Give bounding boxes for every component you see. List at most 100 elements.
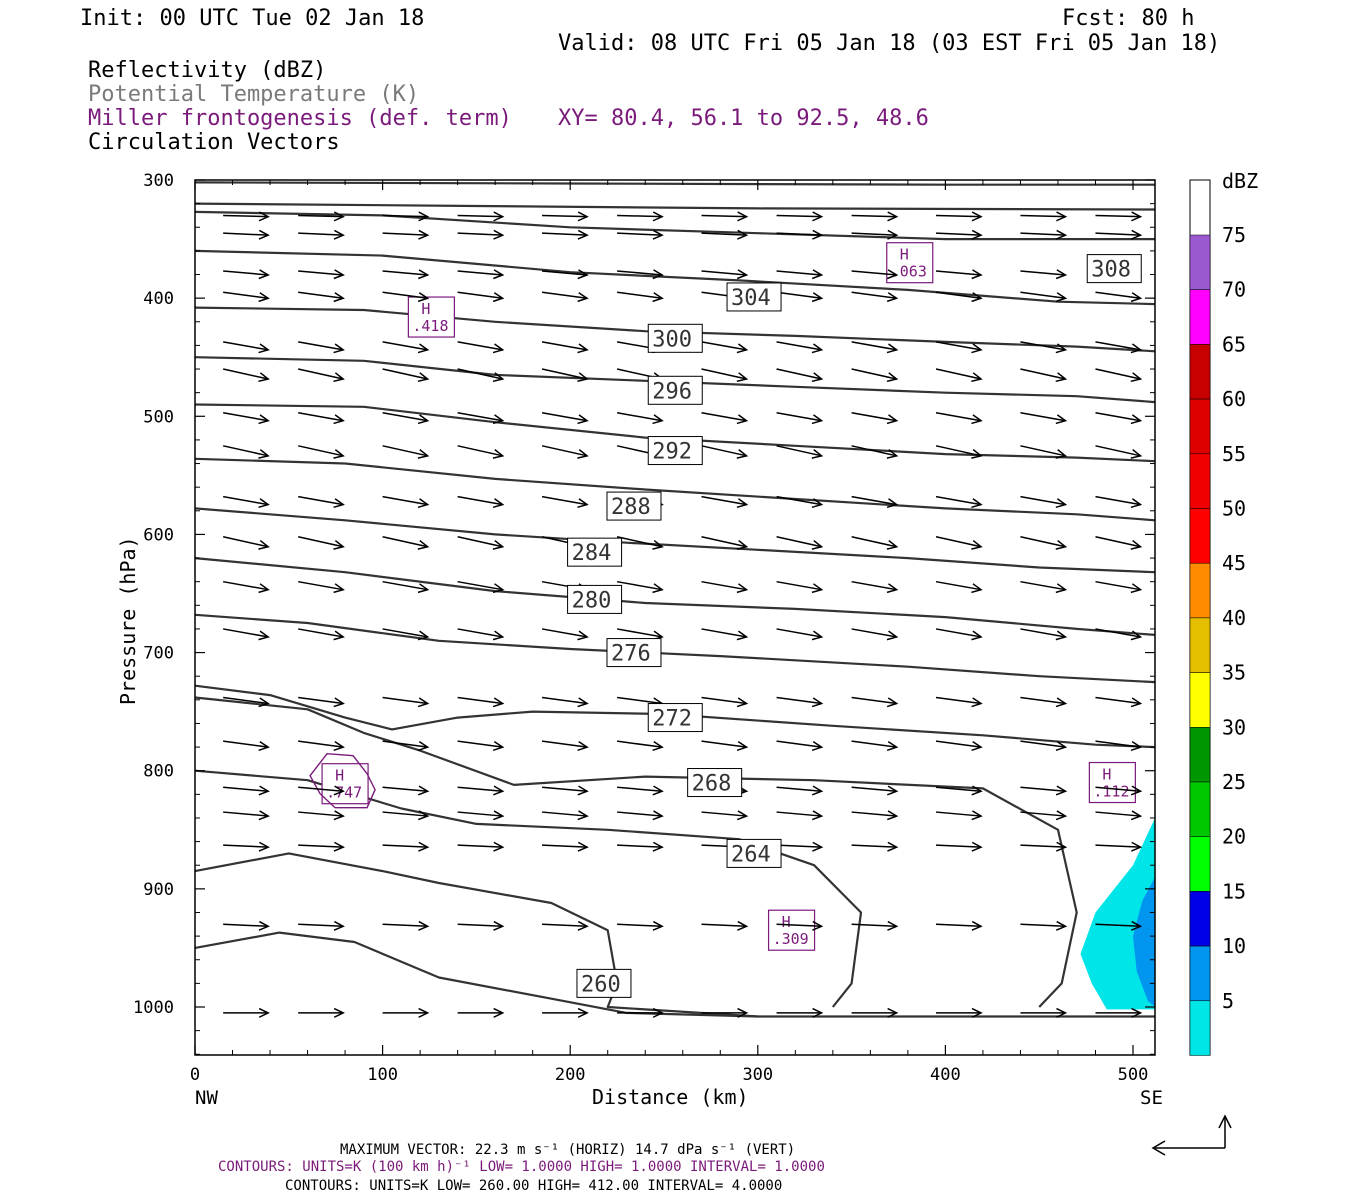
vector-arrow	[1020, 445, 1068, 459]
theta-contour-260	[194, 931, 1155, 1018]
vector-arrow	[701, 269, 749, 280]
vector-arrow	[776, 368, 824, 383]
vector-arrow	[541, 785, 589, 796]
vector-arrow	[701, 341, 749, 354]
vector-arrow	[382, 536, 430, 550]
vector-arrow	[457, 341, 505, 354]
vector-arrow	[1020, 920, 1068, 931]
vector-arrow	[935, 841, 983, 852]
vector-arrow	[1095, 412, 1143, 425]
vector-arrow	[617, 211, 664, 222]
frontogenesis-box	[407, 296, 455, 338]
vector-arrow	[298, 269, 345, 280]
max-vector-text: MAXIMUM VECTOR: 22.3 m s⁻¹ (HORIZ) 14.7 …	[340, 1142, 795, 1158]
frontogenesis-max-2: H.418	[407, 296, 455, 338]
contours-theta-text: CONTOURS: UNITS=K LOW= 260.00 HIGH= 412.…	[285, 1178, 782, 1194]
vector-arrow	[382, 341, 430, 354]
vector-arrow	[1020, 341, 1068, 354]
vector-scale-reference	[1151, 1114, 1232, 1156]
vector-arrow	[382, 445, 430, 459]
vector-arrow	[457, 269, 505, 280]
colorbar-segment-55	[1189, 453, 1211, 509]
vector-arrow	[382, 740, 430, 752]
vector-arrow	[701, 229, 749, 240]
vector-arrow	[457, 1007, 505, 1018]
vector-arrow	[457, 368, 505, 383]
vector-arrow	[223, 810, 270, 821]
colorbar-segment-35	[1189, 672, 1211, 728]
colorbar-segment-25	[1189, 781, 1211, 837]
init-time: Init: 00 UTC Tue 02 Jan 18	[80, 6, 424, 31]
contour-label-272: 272	[647, 703, 703, 733]
vector-arrow	[541, 628, 589, 641]
y-tick-label: 400	[143, 289, 174, 309]
theta-contour-264	[194, 852, 758, 1018]
vector-arrow	[223, 580, 270, 594]
contour-label-text: 276	[611, 642, 651, 667]
contour-label-text: 272	[652, 707, 692, 732]
vector-arrow	[616, 412, 664, 425]
vector-arrow	[776, 211, 824, 222]
vector-arrow	[1020, 785, 1068, 796]
vector-arrow	[223, 740, 270, 752]
vector-arrow	[541, 810, 589, 821]
vector-arrow	[617, 740, 664, 752]
frontogenesis-label: H	[1102, 766, 1111, 784]
contour-label-308: 308	[1086, 254, 1142, 284]
frontogenesis-label: H	[421, 300, 430, 318]
theta-contour-300	[194, 356, 1156, 404]
vector-arrow	[851, 291, 899, 303]
vector-arrow	[457, 229, 505, 240]
contour-label-text: 296	[652, 379, 692, 404]
vector-arrow	[776, 841, 824, 852]
vector-arrow	[223, 495, 270, 509]
y-tick-label: 1000	[133, 998, 174, 1018]
vector-arrow	[298, 810, 345, 821]
vector-arrow	[541, 341, 589, 354]
vector-arrow	[298, 580, 345, 594]
vector-arrow	[935, 341, 983, 354]
vector-arrow	[457, 920, 505, 931]
reflectivity-shading	[1080, 817, 1155, 1010]
vector-arrow	[935, 580, 983, 594]
vector-arrow	[776, 740, 824, 752]
theta-contour-308	[194, 249, 1156, 306]
frontogenesis-value: .747	[326, 784, 362, 802]
contour-label-text: 292	[652, 440, 692, 465]
contours-miller-text: CONTOURS: UNITS=K (100 km h)⁻¹ LOW= 1.00…	[218, 1159, 825, 1175]
vector-arrow	[298, 785, 345, 796]
vector-arrow	[1095, 740, 1143, 752]
x-tick-label: 400	[930, 1065, 961, 1085]
vector-arrow	[1020, 211, 1068, 222]
vector-arrow	[1095, 580, 1143, 594]
vector-arrow	[382, 229, 430, 240]
vector-arrow	[541, 740, 589, 752]
vector-arrow	[541, 412, 589, 425]
vector-arrow	[382, 920, 430, 931]
frontogenesis-value: .112	[1093, 783, 1129, 801]
vector-arrow	[1095, 368, 1143, 383]
vector-arrow	[457, 291, 505, 303]
vector-arrow	[776, 920, 824, 931]
theta-contour-292	[194, 457, 1156, 522]
colorbar-segment-5	[1189, 1000, 1211, 1056]
colorbar-label: 30	[1222, 715, 1246, 739]
vector-arrow	[936, 211, 983, 222]
vector-arrow	[851, 368, 899, 383]
vector-arrow	[1020, 412, 1068, 425]
vector-arrow	[776, 810, 824, 821]
vector-arrow	[701, 536, 749, 550]
vector-arrow	[776, 696, 824, 708]
vector-arrow	[457, 495, 505, 509]
vector-arrow	[1095, 696, 1143, 708]
vector-arrow	[776, 495, 824, 509]
vector-arrow	[701, 412, 749, 425]
frontogenesis-max-1: H.063	[886, 242, 934, 284]
vector-arrow	[1095, 536, 1143, 550]
colorbar-segment-40	[1189, 617, 1211, 673]
vector-arrow	[457, 412, 505, 425]
colorbar-unit: dBZ	[1222, 169, 1258, 193]
theta-contours	[194, 181, 1156, 1018]
vector-arrow	[617, 810, 664, 821]
